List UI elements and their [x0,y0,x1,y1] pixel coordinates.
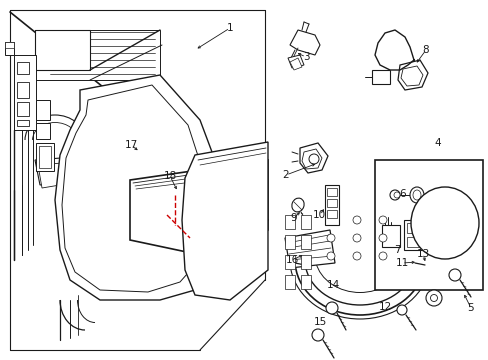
Bar [374,160,482,290]
Text: 7: 7 [393,245,400,255]
Bar [326,199,336,207]
Ellipse shape [396,305,406,315]
Bar [371,70,389,84]
Text: 18: 18 [163,171,176,181]
Bar [39,146,51,168]
Text: 10: 10 [312,210,325,220]
Bar [301,235,310,249]
Bar [403,220,428,250]
Bar [301,215,310,229]
Polygon shape [35,30,90,70]
Text: 13: 13 [415,249,429,259]
Bar [36,123,50,139]
Text: 2: 2 [282,170,289,180]
Bar [36,143,54,171]
Bar [301,255,310,269]
Polygon shape [14,55,36,130]
Bar [301,275,310,289]
Polygon shape [285,230,334,268]
Polygon shape [289,58,302,70]
Polygon shape [289,30,319,55]
Bar [325,185,338,225]
Text: 1: 1 [226,23,233,33]
Ellipse shape [378,252,386,260]
Ellipse shape [326,234,334,242]
Text: 17: 17 [124,140,137,150]
Ellipse shape [412,190,420,200]
Ellipse shape [311,329,324,341]
Text: 16: 16 [285,255,298,265]
Ellipse shape [325,302,337,314]
Bar [17,120,29,126]
Bar [285,215,294,229]
Text: 15: 15 [313,317,326,327]
Text: 11: 11 [395,258,408,268]
Bar [285,255,294,269]
Text: 3: 3 [302,52,309,62]
Text: 4: 4 [434,138,440,148]
Bar [326,210,336,218]
Ellipse shape [291,198,304,212]
Ellipse shape [378,216,386,224]
Polygon shape [62,85,204,292]
Ellipse shape [352,234,360,242]
Bar [406,237,425,247]
Ellipse shape [179,180,201,210]
Polygon shape [287,55,304,68]
Bar [285,275,294,289]
Ellipse shape [429,294,437,302]
Ellipse shape [448,269,460,281]
Polygon shape [38,160,102,188]
Polygon shape [130,160,267,258]
Ellipse shape [409,187,423,203]
Polygon shape [299,143,327,173]
Ellipse shape [183,185,197,205]
Ellipse shape [352,216,360,224]
Polygon shape [55,75,220,300]
Text: 5: 5 [467,303,473,313]
Polygon shape [35,155,105,185]
Bar [17,82,29,98]
Ellipse shape [378,234,386,242]
Ellipse shape [389,190,399,200]
Bar [285,235,294,249]
Polygon shape [5,42,14,55]
Text: 8: 8 [422,45,428,55]
Text: 12: 12 [378,302,391,312]
Polygon shape [182,142,267,300]
Text: 9: 9 [290,213,297,223]
Polygon shape [302,149,321,169]
Bar [406,223,425,233]
Ellipse shape [410,187,478,259]
Bar [381,225,399,247]
Ellipse shape [308,154,318,164]
Polygon shape [5,42,14,48]
Text: 6: 6 [399,189,406,199]
Ellipse shape [425,290,441,306]
Ellipse shape [352,252,360,260]
Bar [36,100,50,120]
Ellipse shape [326,252,334,260]
Bar [326,188,336,196]
Ellipse shape [393,192,399,198]
Polygon shape [400,66,422,86]
Bar [17,62,29,74]
Bar [17,102,29,116]
Polygon shape [397,60,427,90]
Polygon shape [35,30,160,80]
Text: 14: 14 [325,280,339,290]
